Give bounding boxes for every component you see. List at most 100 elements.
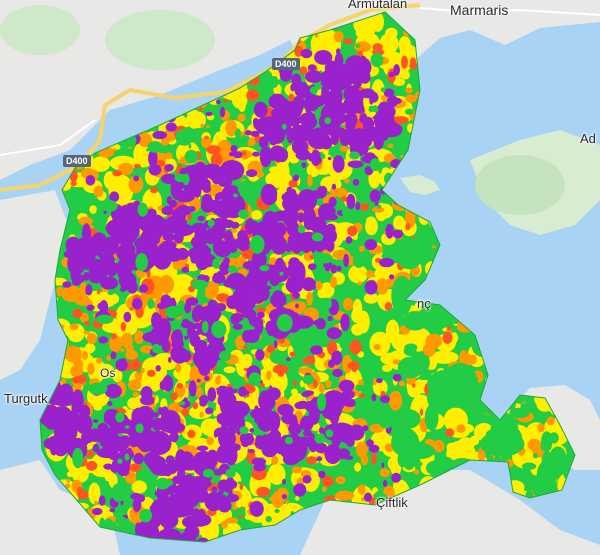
risk-very-high-patch	[77, 486, 83, 494]
risk-extreme-patch	[84, 249, 97, 260]
risk-extreme-patch	[230, 221, 240, 229]
risk-high-patch	[248, 137, 256, 147]
risk-extreme-patch	[254, 413, 265, 425]
risk-extreme-patch	[205, 111, 213, 116]
risk-extreme-patch	[180, 321, 195, 329]
place-label-inc[interactable]: nç	[417, 296, 431, 311]
risk-extreme-patch	[198, 358, 211, 376]
risk-extreme-patch	[349, 119, 356, 129]
risk-extreme-patch	[360, 427, 366, 432]
risk-very-high-patch	[246, 89, 260, 101]
risk-extreme-patch	[391, 472, 401, 483]
risk-extreme-patch	[195, 253, 217, 268]
risk-high-patch	[215, 376, 221, 385]
place-label-turgutkoy[interactable]: Turgutk	[4, 391, 48, 406]
risk-low-patch	[302, 374, 315, 385]
risk-extreme-patch	[79, 439, 89, 446]
risk-extreme-patch	[330, 264, 338, 274]
risk-high-patch	[86, 332, 97, 345]
risk-extreme-patch	[262, 278, 269, 285]
risk-low-patch	[88, 382, 108, 395]
risk-high-patch	[291, 301, 307, 312]
risk-extreme-patch	[213, 469, 224, 476]
risk-low-patch	[239, 426, 249, 435]
place-label-os[interactable]: Os	[100, 366, 116, 380]
risk-high-patch	[372, 206, 385, 213]
risk-high-patch	[321, 486, 327, 492]
risk-extreme-patch	[169, 432, 179, 442]
risk-high-patch	[65, 483, 71, 489]
risk-low-patch	[424, 404, 439, 431]
risk-extreme-patch	[221, 422, 228, 429]
risk-extreme-patch	[153, 412, 159, 418]
risk-low-patch	[231, 384, 239, 390]
risk-extreme-patch	[339, 435, 347, 443]
risk-extreme-patch	[301, 162, 307, 168]
place-label-armutalan[interactable]: Armutalan	[348, 0, 408, 11]
risk-extreme-patch	[220, 494, 227, 503]
risk-high-patch	[365, 270, 375, 278]
risk-high-patch	[79, 312, 89, 323]
risk-high-patch	[201, 136, 212, 149]
risk-high-patch	[387, 143, 394, 149]
risk-low-patch	[259, 265, 270, 272]
risk-low-patch	[159, 149, 165, 154]
risk-extreme-patch	[294, 147, 302, 154]
risk-extreme-patch	[316, 138, 329, 149]
risk-extreme-patch	[282, 453, 300, 466]
risk-extreme-patch	[277, 403, 294, 416]
risk-high-patch	[298, 367, 313, 375]
risk-extreme-patch	[192, 311, 201, 322]
risk-high-patch	[195, 386, 203, 399]
risk-extreme-patch	[195, 487, 209, 503]
risk-extreme-patch	[61, 426, 69, 432]
risk-high-patch	[158, 275, 175, 294]
risk-extreme-patch	[352, 178, 360, 186]
place-label-marmaris[interactable]: Marmaris	[450, 2, 509, 18]
risk-extreme-patch	[336, 265, 342, 272]
risk-extreme-patch	[256, 311, 265, 319]
risk-extreme-patch	[155, 365, 161, 372]
risk-extreme-patch	[347, 160, 364, 168]
risk-extreme-patch	[219, 160, 245, 181]
risk-extreme-patch	[152, 130, 167, 140]
risk-extreme-patch	[218, 433, 225, 442]
risk-extreme-patch	[310, 345, 323, 355]
risk-extreme-patch	[274, 157, 283, 163]
risk-extreme-patch	[303, 390, 315, 396]
place-label-adakoy[interactable]: Ad	[580, 131, 596, 146]
risk-moderate-patch	[153, 353, 176, 367]
risk-high-patch	[546, 416, 555, 426]
risk-low-patch	[406, 443, 435, 459]
risk-very-high-patch	[147, 369, 156, 377]
risk-extreme-patch	[165, 122, 177, 132]
risk-low-patch	[281, 123, 287, 130]
risk-extreme-patch	[263, 184, 269, 192]
risk-very-high-patch	[170, 392, 178, 401]
risk-low-patch	[248, 372, 262, 386]
risk-extreme-patch	[242, 260, 261, 270]
risk-extreme-patch	[253, 101, 268, 118]
risk-extreme-patch	[155, 235, 160, 244]
risk-high-patch	[291, 466, 302, 474]
risk-extreme-patch	[316, 456, 323, 462]
risk-extreme-patch	[388, 71, 395, 78]
risk-extreme-patch	[340, 313, 350, 332]
risk-high-patch	[330, 276, 337, 289]
risk-low-patch	[370, 52, 384, 68]
risk-moderate-patch	[103, 171, 116, 190]
risk-low-patch	[309, 86, 318, 95]
risk-moderate-patch	[379, 33, 399, 54]
risk-extreme-patch	[88, 270, 104, 284]
risk-extreme-patch	[242, 330, 253, 343]
island-small	[400, 175, 440, 195]
risk-low-patch	[373, 491, 385, 502]
risk-extreme-patch	[300, 415, 314, 431]
risk-low-patch	[404, 108, 414, 115]
risk-high-patch	[306, 291, 313, 306]
place-label-ciftlik[interactable]: Çiftlik	[376, 495, 408, 510]
risk-moderate-patch	[372, 12, 384, 32]
risk-very-high-patch	[132, 358, 142, 372]
risk-low-patch	[135, 423, 144, 434]
